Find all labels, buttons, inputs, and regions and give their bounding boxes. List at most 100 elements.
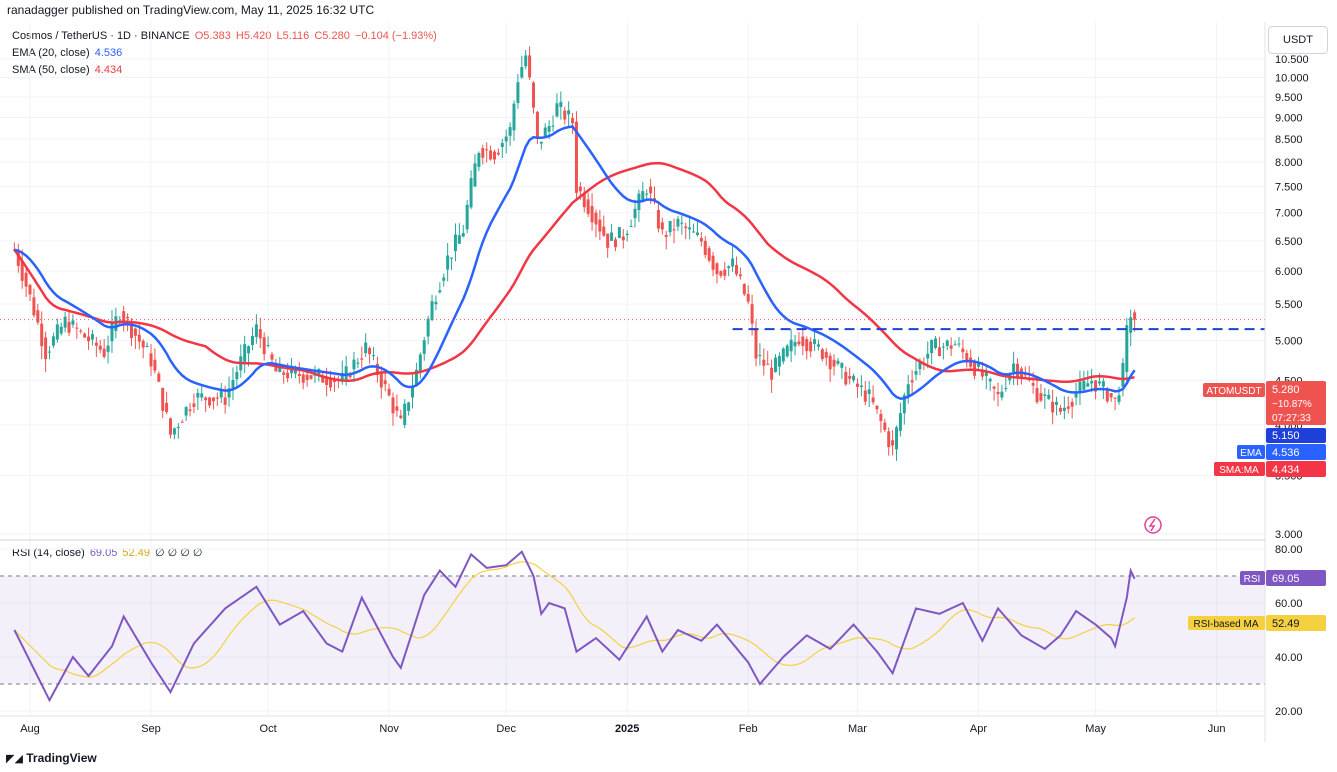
candle [695, 232, 699, 236]
candle-series [12, 46, 1137, 461]
candle [446, 255, 450, 270]
candle [317, 369, 321, 377]
candle [129, 322, 133, 339]
candle [489, 150, 493, 160]
price-tick-label: 10.500 [1275, 54, 1309, 66]
candle [840, 363, 844, 368]
tradingview-logo[interactable]: ◤◢ TradingView [6, 751, 97, 765]
candle [766, 363, 770, 365]
candle [1058, 407, 1062, 412]
candle [1129, 317, 1133, 333]
level-badge: 5.150 [1266, 428, 1326, 443]
candle [157, 373, 161, 382]
candle [211, 397, 215, 402]
sma-legend[interactable]: SMA (50, close) 4.434 [12, 64, 124, 76]
last-price-badge-ticker: ATOMUSDT [1206, 386, 1261, 397]
candle [325, 377, 329, 385]
time-tick-label: Feb [739, 723, 758, 735]
candle [617, 227, 621, 238]
price-tick-label: 6.000 [1275, 266, 1303, 278]
candle [906, 384, 910, 397]
sma-badge-tag-bg [1214, 462, 1265, 476]
rsi-legend-value: 69.05 [89, 547, 118, 559]
price-tick-label: 5.500 [1275, 299, 1303, 311]
candle [895, 427, 899, 450]
alert-icon[interactable] [1144, 516, 1162, 534]
candle [243, 344, 247, 362]
candle [106, 345, 110, 352]
candle [684, 226, 688, 229]
candle [898, 413, 902, 431]
candle [496, 152, 500, 155]
candle [641, 191, 645, 203]
candle [453, 234, 457, 252]
time-tick-label: 2025 [615, 723, 639, 735]
candle [161, 387, 165, 411]
time-axis-labels: Aug Sep Oct Nov Dec 2025 Feb Mar Apr May Jun [20, 723, 1225, 735]
candle [723, 269, 727, 276]
candle [1097, 381, 1101, 384]
candle [582, 192, 586, 208]
candle [816, 344, 820, 347]
candle [692, 231, 696, 233]
candle [524, 55, 528, 67]
candle [247, 346, 251, 354]
currency-button[interactable]: USDT [1268, 26, 1328, 54]
candle [528, 55, 532, 78]
candle [516, 82, 520, 103]
candle [1133, 312, 1137, 320]
candle [559, 101, 563, 108]
candle [1117, 395, 1121, 402]
candle [1113, 397, 1117, 399]
candle [59, 326, 63, 334]
rsi-band [0, 575, 1265, 685]
candle [887, 431, 891, 448]
ema-legend[interactable]: EMA (20, close) 4.536 [12, 47, 124, 59]
candle [937, 347, 941, 356]
candle [980, 371, 984, 377]
ohlc-change: −0.104 (−1.93%) [354, 30, 437, 42]
candle [55, 324, 59, 340]
candle [656, 210, 660, 229]
candle [742, 284, 746, 295]
candle [781, 348, 785, 362]
candle [613, 239, 617, 248]
candle [547, 126, 551, 132]
candle [504, 136, 508, 142]
candle [832, 359, 836, 367]
candle [1094, 380, 1098, 392]
last-price-change: −10.87% [1272, 399, 1312, 410]
candle [36, 310, 40, 323]
rsi-tick-label: 60.00 [1275, 598, 1303, 610]
candle [83, 333, 87, 338]
rsi-lines [13, 550, 1136, 703]
candle [371, 355, 375, 357]
candle [204, 397, 208, 401]
candle [391, 397, 395, 414]
candle [133, 328, 137, 336]
candle [789, 339, 793, 352]
candle [375, 363, 379, 376]
candle [1078, 381, 1082, 394]
candle [715, 263, 719, 275]
candle [750, 304, 754, 324]
candle [914, 371, 918, 375]
candle [149, 353, 153, 367]
candle [594, 212, 598, 225]
candle [477, 153, 481, 167]
candle [461, 232, 465, 237]
candle [422, 340, 426, 354]
time-tick-label: Sep [141, 723, 161, 735]
candle [188, 409, 192, 411]
level-badge-bg [1266, 428, 1326, 443]
candle [473, 163, 477, 187]
candle [571, 117, 575, 124]
candle [762, 359, 766, 366]
candle [1070, 401, 1074, 407]
candle [438, 290, 442, 293]
candle [1082, 380, 1086, 390]
time-tick-label: Jun [1208, 723, 1226, 735]
candle [24, 272, 28, 287]
candle [828, 355, 832, 370]
